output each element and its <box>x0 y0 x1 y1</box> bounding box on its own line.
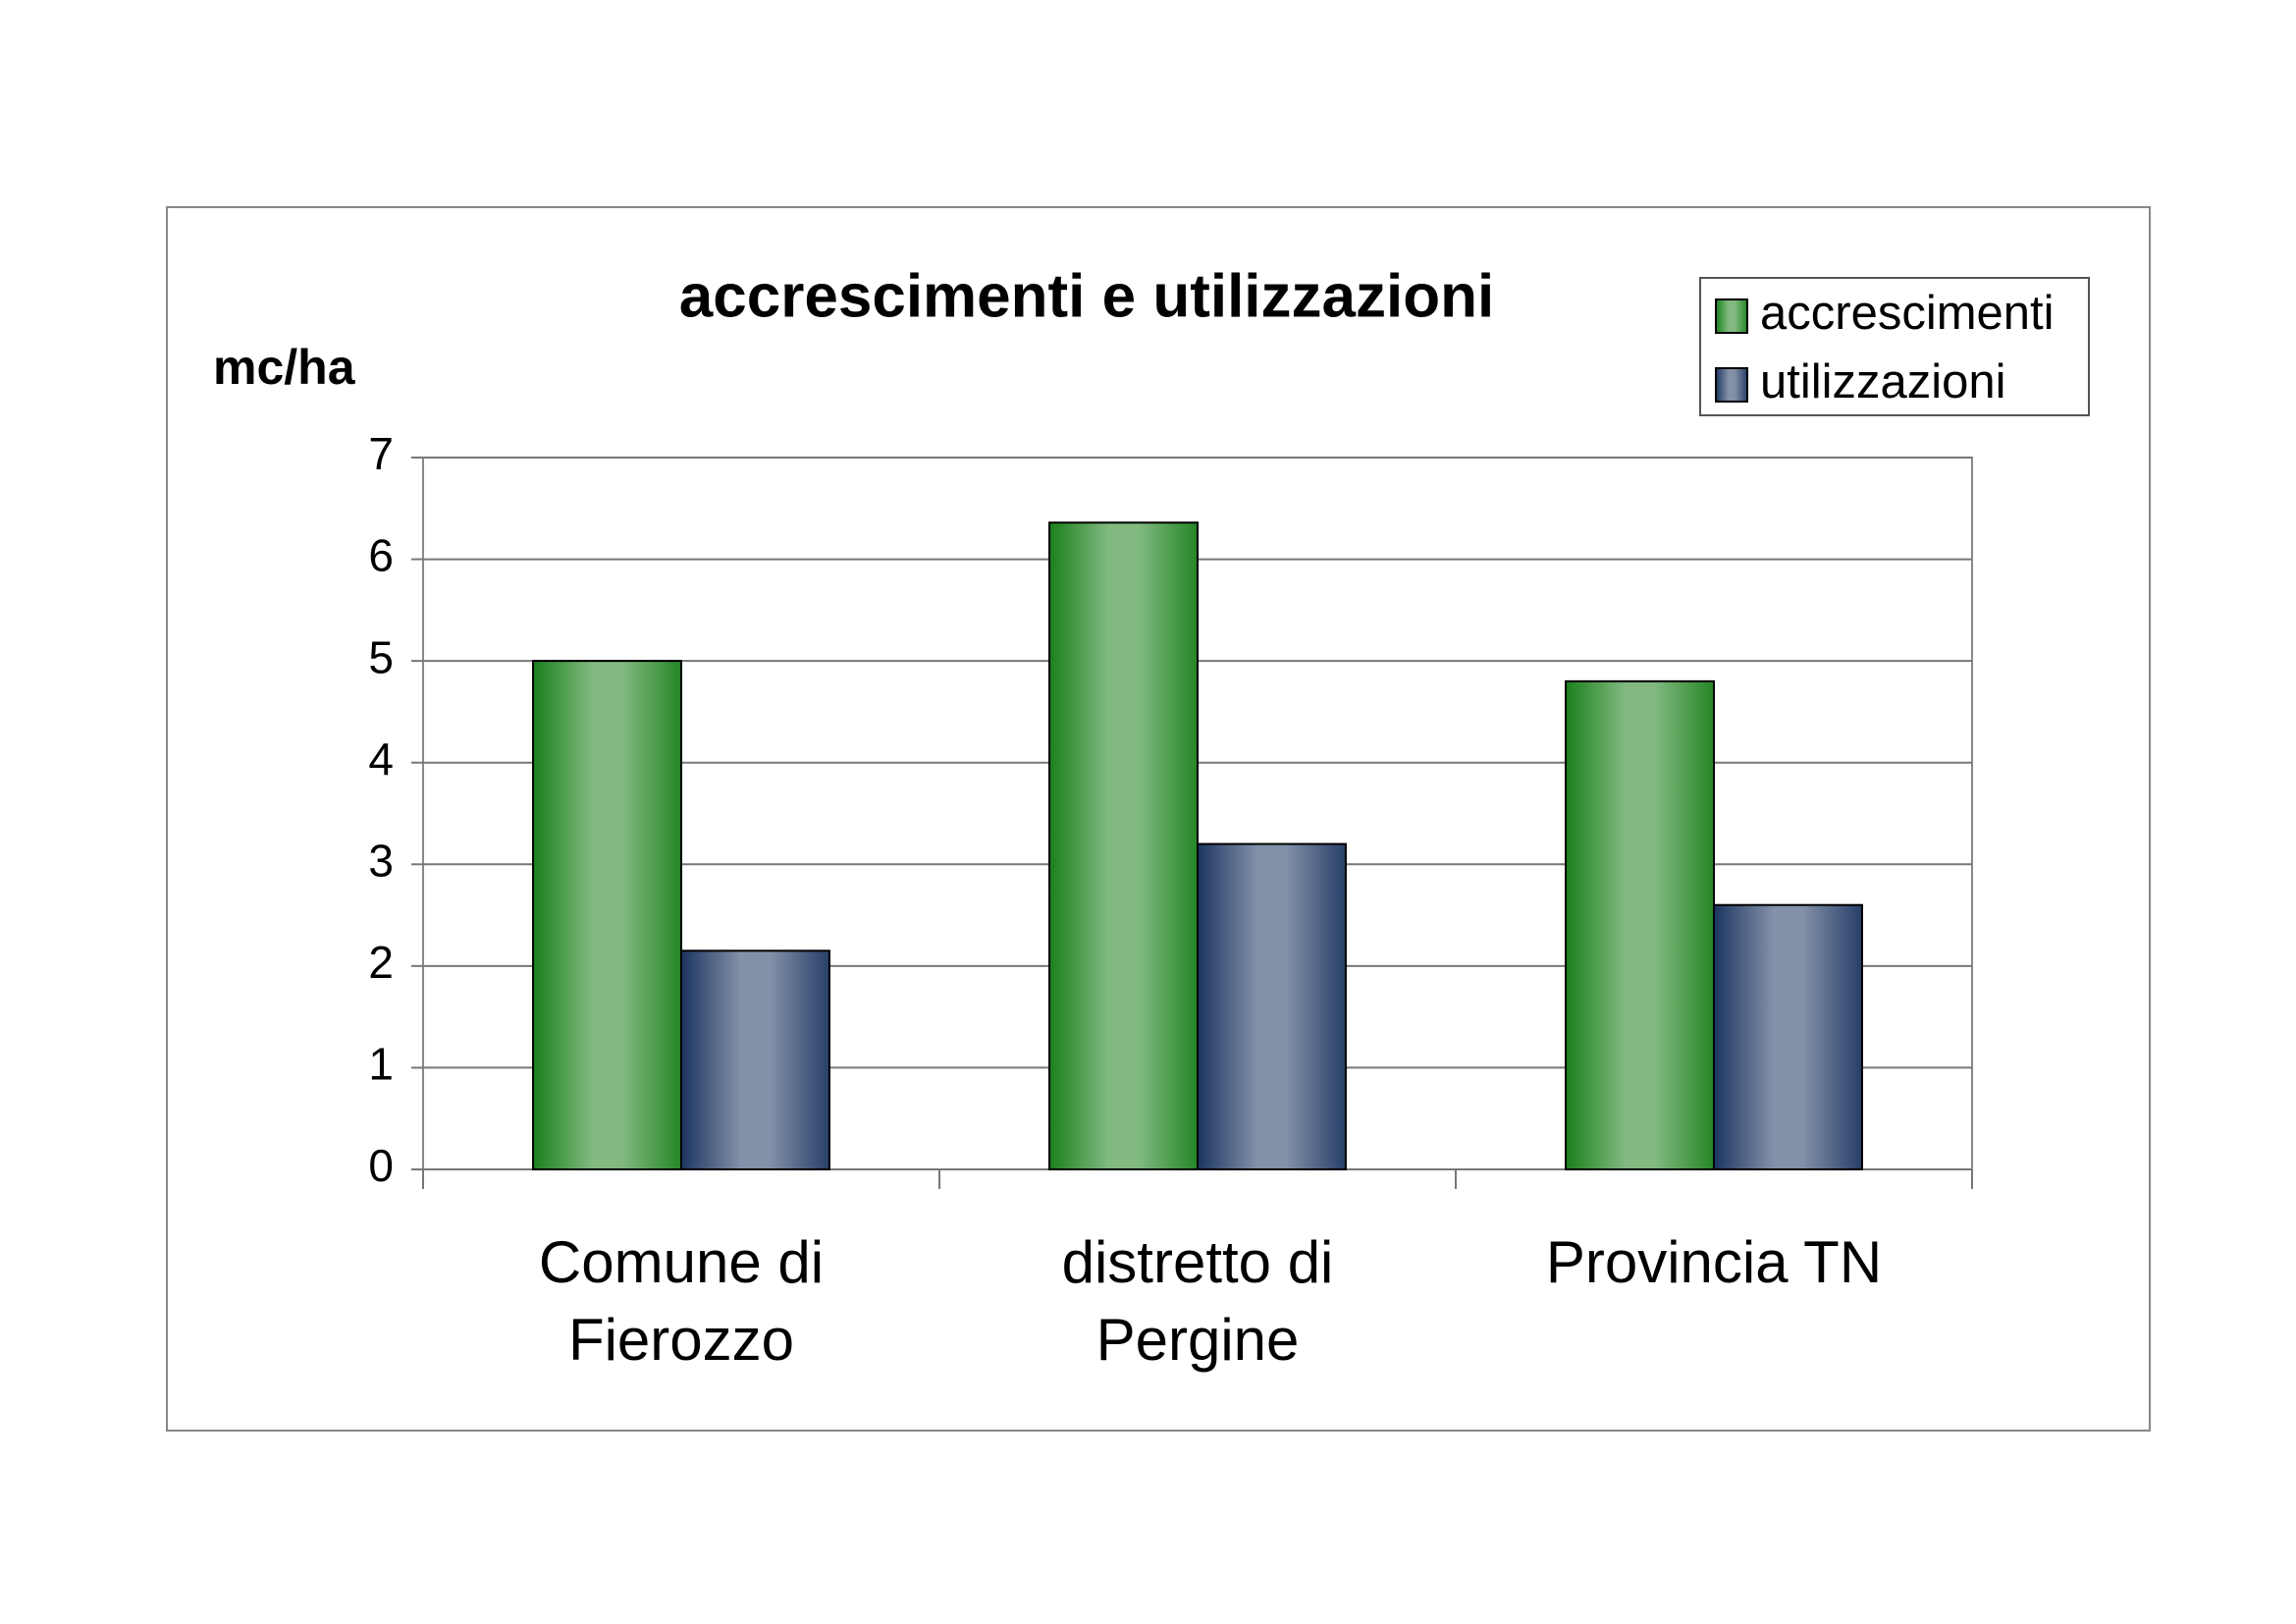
y-tick-label: 5 <box>368 631 394 682</box>
legend-label: accrescimenti <box>1760 287 2055 340</box>
legend-box <box>1699 277 2090 416</box>
bar <box>1197 842 1347 1170</box>
bar <box>532 660 683 1170</box>
legend-swatch <box>1715 298 1748 334</box>
legend-swatch <box>1715 367 1748 403</box>
bar <box>1048 521 1199 1170</box>
y-tick-label: 4 <box>368 733 394 785</box>
legend-label: utilizzazioni <box>1760 355 2006 408</box>
x-tick-label: distretto di Pergine <box>1061 1229 1334 1373</box>
x-tick-label: Comune di Fierozzo <box>538 1229 825 1373</box>
y-tick-label: 3 <box>368 835 394 886</box>
bar <box>1713 903 1863 1170</box>
y-tick-label: 0 <box>368 1140 394 1191</box>
y-tick-label: 1 <box>368 1039 394 1090</box>
y-tick-label: 2 <box>368 937 394 988</box>
y-tick-label: 6 <box>368 530 394 581</box>
y-tick-label: 7 <box>368 428 394 479</box>
x-tick-label: Provincia TN <box>1545 1229 1883 1295</box>
bar <box>1565 679 1715 1170</box>
chart-title: accrescimenti e utilizzazioni <box>679 262 1494 330</box>
y-axis-label: mc/ha <box>213 340 356 395</box>
bar <box>680 949 830 1170</box>
